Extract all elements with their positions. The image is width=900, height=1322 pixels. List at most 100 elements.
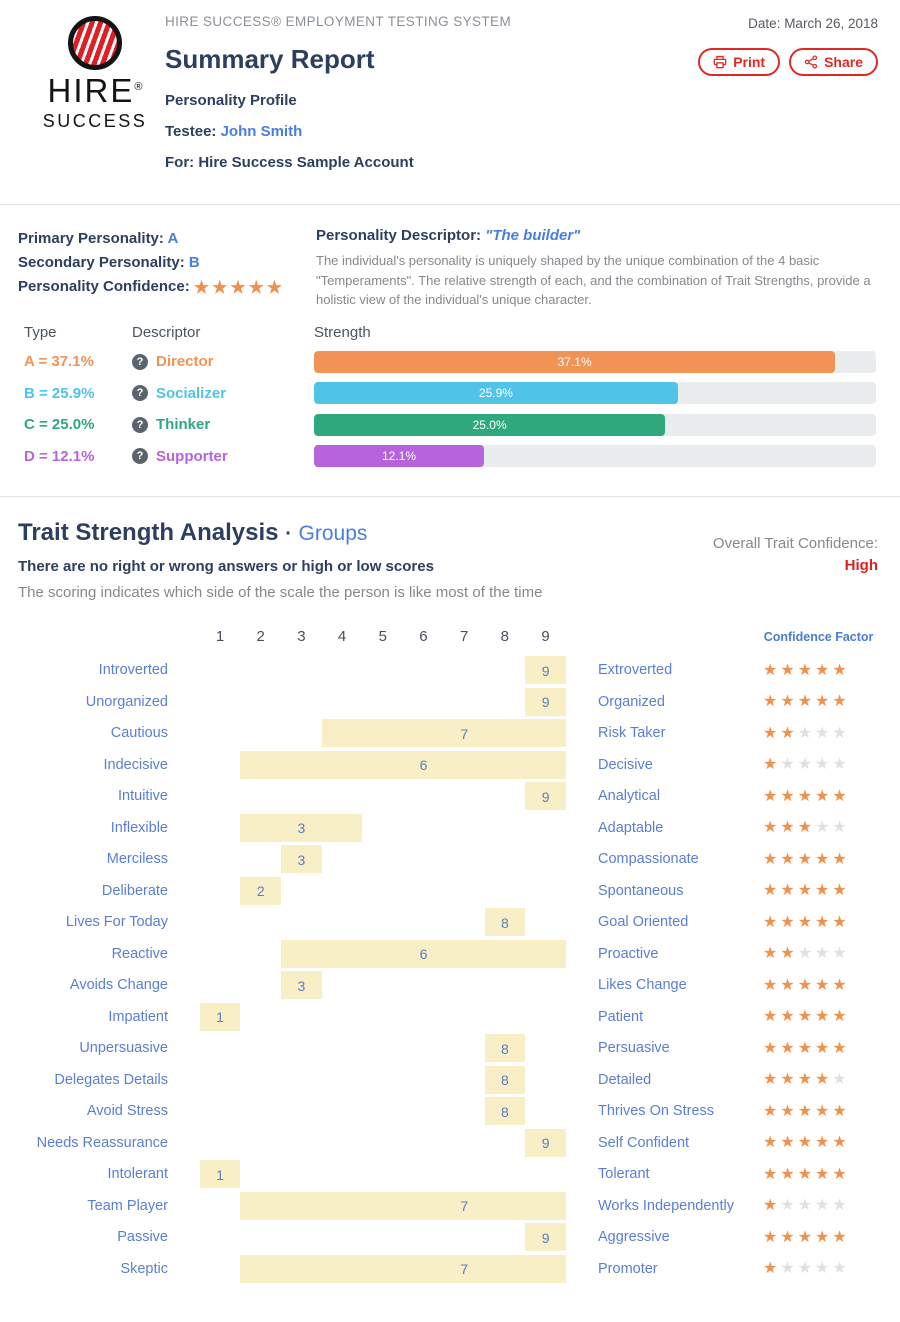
logo-word-hire: HIRE® [36,72,154,110]
star-empty-icon: ★ [832,1197,847,1215]
trait-range-bar [240,750,566,779]
star-filled-icon: ★ [780,1008,795,1026]
personality-confidence-label: Personality Confidence: [18,278,190,295]
star-filled-icon: ★ [763,976,778,994]
star-filled-icon: ★ [763,787,778,805]
trait-range-bar [484,908,526,936]
trait-range-bar [281,939,566,968]
trait-chart-cell: 8 [200,1033,566,1065]
star-filled-icon: ★ [832,787,847,805]
star-filled-icon: ★ [797,882,813,900]
help-icon[interactable]: ? [132,416,148,433]
trait-row: Reactive 6 Proactive ★ ★ ★ ★ ★ [0,939,900,971]
trait-chart-cell: 8 [200,907,566,939]
type-value: D = 12.1% [24,447,95,465]
star-filled-icon: ★ [832,1228,847,1246]
star-filled-icon: ★ [832,661,847,679]
trait-range-bar [281,971,322,999]
trait-row: Introverted 9 Extroverted ★ ★ ★ ★ ★ [0,655,900,687]
personality-summary-section: Primary Personality: A Secondary Persona… [0,205,900,497]
trait-score-value: 3 [297,820,306,837]
trait-confidence-stars: ★ ★ ★ ★ ★ [763,1222,847,1254]
star-filled-icon: ★ [780,724,795,742]
star-empty-icon: ★ [780,756,795,774]
trait-confidence-stars: ★ ★ ★ ★ ★ [763,1002,847,1034]
trait-right-label: Decisive [598,756,653,773]
trait-left-label: Passive [117,1229,168,1245]
star-filled-icon: ★ [780,1134,795,1152]
scale-tick: 3 [297,628,306,645]
star-filled-icon: ★ [797,1134,813,1152]
secondary-personality-line: Secondary Personality: B [18,251,282,275]
confidence-factor-header: Confidence Factor [763,630,874,644]
star-filled-icon: ★ [832,1134,847,1152]
trait-row: Deliberate 2 Spontaneous ★ ★ ★ ★ ★ [0,876,900,908]
primary-personality-label: Primary Personality: [18,230,164,247]
star-filled-icon: ★ [780,850,795,868]
star-empty-icon: ★ [815,819,830,837]
star-empty-icon: ★ [797,1260,813,1278]
share-button[interactable]: Share [789,48,878,76]
star-filled-icon: ★ [763,1008,778,1026]
trait-row: Skeptic 7 Promoter ★ ★ ★ ★ ★ [0,1254,900,1286]
col-header-descriptor: Descriptor [132,323,201,341]
trait-left-label: Intuitive [118,788,168,804]
trait-row: Unpersuasive 8 Persuasive ★ ★ ★ ★ ★ [0,1033,900,1065]
descriptor-cell: ? Socializer [132,385,314,402]
star-empty-icon: ★ [815,945,830,963]
star-filled-icon: ★ [797,850,813,868]
star-filled-icon: ★ [832,1039,847,1057]
trait-right-label: Compassionate [598,851,699,867]
scale-tick: 8 [500,628,510,645]
star-empty-icon: ★ [780,1197,795,1215]
star-filled-icon: ★ [797,1071,813,1089]
personality-descriptor-line: Personality Descriptor: "The builder" [316,227,882,244]
personality-description: The individual's personality is uniquely… [316,253,871,307]
star-empty-icon: ★ [832,945,847,963]
logo-word-success: SUCCESS [42,111,148,131]
help-icon[interactable]: ? [132,448,148,465]
star-filled-icon: ★ [763,756,778,774]
trait-left-label: Avoid Stress [86,1103,168,1119]
star-filled-icon: ★ [780,945,795,963]
trait-score-value: 6 [419,757,428,774]
star-empty-icon: ★ [832,819,847,837]
star-filled-icon: ★ [815,1228,830,1246]
testee-name-link[interactable]: John Smith [220,123,303,140]
trait-left-label: Needs Reassurance [36,1134,168,1151]
help-icon[interactable]: ? [132,353,148,370]
star-filled-icon: ★ [815,913,830,931]
help-icon[interactable]: ? [132,385,148,402]
trait-chart-cell: 6 [200,750,566,782]
trait-score-value: 7 [460,725,469,742]
type-table-row: C = 25.0% ? Thinker 25.0% [18,409,876,441]
trait-confidence-stars: ★ ★ ★ ★ ★ [763,781,847,813]
trait-left-label: Impatient [108,1008,168,1025]
star-filled-icon: ★ [780,1071,795,1089]
secondary-personality-value: B [188,254,200,271]
star-filled-icon: ★ [797,1165,813,1183]
strength-bar-track: 37.1% [314,350,876,373]
trait-confidence-stars: ★ ★ ★ ★ ★ [763,1159,847,1191]
groups-link[interactable]: Groups [298,522,368,545]
star-filled-icon: ★ [780,882,795,900]
strength-cell: 12.1% [314,445,876,468]
testee-line: Testee: John Smith [165,123,511,140]
trait-score-value: 8 [501,1040,509,1057]
trait-right-label: Proactive [598,945,659,962]
star-filled-icon: ★ [815,850,830,868]
trait-confidence-stars: ★ ★ ★ ★ ★ [763,1254,847,1286]
trait-range-bar [240,876,282,905]
trait-score-value: 1 [216,1009,224,1026]
star-filled-icon: ★ [797,787,813,805]
star-filled-icon: ★ [815,1134,830,1152]
trait-left-label: Introverted [98,662,168,678]
strength-bar-label: 37.1% [557,354,592,369]
personality-descriptor-label: Personality Descriptor: [316,227,482,244]
star-filled-icon: ★ [815,1071,830,1089]
trait-row: Impatient 1 Patient ★ ★ ★ ★ ★ [0,1002,900,1034]
trait-right-label: Likes Change [598,977,687,993]
scale-tick: 6 [419,628,428,645]
print-button[interactable]: Print [698,48,781,76]
trait-chart: 1 2 3 4 5 6 7 8 9 Confidence Factor Introverted 9… [0,628,900,1285]
